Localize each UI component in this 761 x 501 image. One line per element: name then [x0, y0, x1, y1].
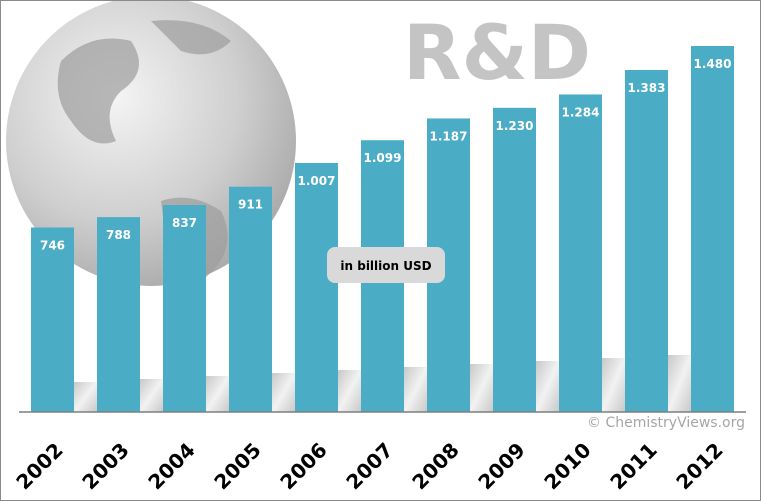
copyright-label: © ChemistryViews.org [587, 415, 745, 431]
x-tick-label-2010: 2010 [539, 438, 595, 494]
bar-reflection [74, 382, 97, 412]
x-tick-label-2005: 2005 [209, 438, 265, 494]
bar-2012 [691, 46, 734, 412]
data-label-2012: 1.480 [694, 57, 732, 71]
bar-reflection [536, 361, 559, 412]
data-label-2005: 911 [238, 198, 263, 212]
bar-reflection [140, 379, 163, 412]
data-label-2006: 1.007 [298, 174, 336, 188]
bar-2006 [295, 162, 338, 412]
x-tick-label-2009: 2009 [473, 438, 529, 494]
bar-2009 [493, 107, 536, 412]
bar-2011 [625, 69, 668, 412]
x-tick-label-2012: 2012 [671, 438, 727, 494]
bar-2004 [163, 205, 206, 412]
data-label-2010: 1.284 [562, 105, 600, 119]
x-tick-label-2007: 2007 [341, 438, 397, 494]
bar-reflection [668, 355, 691, 412]
bar-reflection [206, 376, 229, 412]
unit-box: in billion USD [327, 247, 445, 283]
data-label-2011: 1.383 [628, 81, 666, 95]
bar-reflection [470, 364, 493, 412]
x-tick-label-2002: 2002 [11, 438, 67, 494]
bar-2003 [97, 217, 140, 412]
x-tick-label-2008: 2008 [407, 438, 463, 494]
bar-reflection [602, 358, 625, 412]
bar-2005 [229, 186, 272, 412]
data-label-2007: 1.099 [364, 151, 402, 165]
bar-reflection [338, 370, 361, 412]
data-label-2003: 788 [106, 228, 131, 242]
unit-label: in billion USD [340, 259, 431, 273]
x-tick-label-2011: 2011 [605, 438, 661, 494]
data-label-2004: 837 [172, 216, 197, 230]
bar-2002 [31, 227, 74, 412]
data-label-2009: 1.230 [496, 119, 534, 133]
x-tick-label-2004: 2004 [143, 438, 199, 494]
bar-reflection [404, 367, 427, 412]
x-tick-label-2006: 2006 [275, 438, 331, 494]
data-label-2002: 746 [40, 239, 65, 253]
chart-title: R&D [403, 8, 591, 97]
bar-2010 [559, 94, 602, 412]
bar-reflection [272, 373, 295, 412]
x-tick-label-2003: 2003 [77, 438, 133, 494]
data-label-2008: 1.187 [430, 129, 468, 143]
